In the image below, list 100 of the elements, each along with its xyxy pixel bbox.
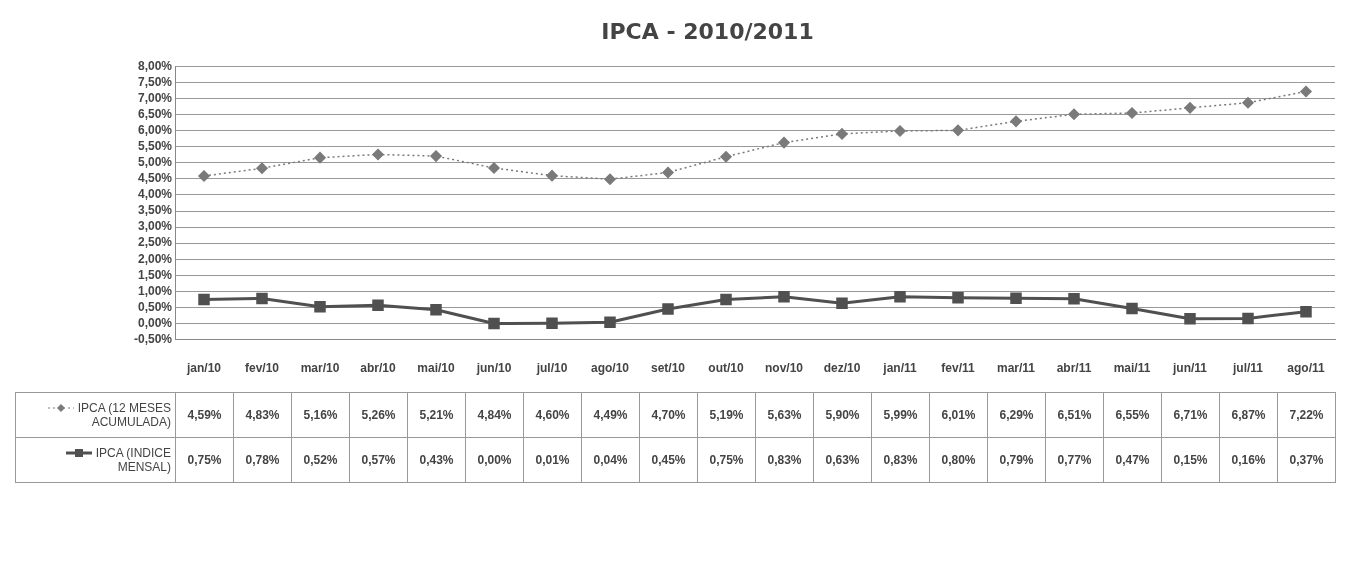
point <box>1010 115 1022 128</box>
data-label: 0,77% <box>1045 437 1104 483</box>
y-tick-label: 5,00% <box>137 155 173 170</box>
point <box>198 293 210 306</box>
data-label: 0,45% <box>639 437 698 483</box>
data-label: 0,79% <box>987 437 1046 483</box>
point <box>1010 292 1022 304</box>
y-tick-label: 2,50% <box>137 235 173 250</box>
x-tick-label: mar/10 <box>300 361 340 376</box>
y-tick-label: 6,00% <box>137 122 173 137</box>
point <box>314 151 326 164</box>
data-label: 4,59% <box>175 392 234 438</box>
point <box>1300 85 1312 98</box>
y-tick-label: 2,00% <box>137 251 173 266</box>
point <box>952 124 964 137</box>
point <box>836 128 848 140</box>
x-tick-label: ago/10 <box>590 361 630 376</box>
x-tick-label: set/10 <box>650 361 686 376</box>
point <box>720 150 732 163</box>
y-tick-label: 5,50% <box>137 139 173 154</box>
data-label: 6,01% <box>929 392 988 438</box>
point <box>1126 302 1138 315</box>
y-tick-label: 6,50% <box>137 106 173 121</box>
x-tick-label: ago/11 <box>1287 361 1325 376</box>
point <box>1068 108 1080 121</box>
point <box>1242 96 1254 109</box>
data-label: 6,29% <box>987 392 1046 438</box>
legend-label: IPCA (INDICE MENSAL) <box>95 445 171 475</box>
data-label: 6,51% <box>1045 392 1104 438</box>
x-tick-label: dez/10 <box>823 361 861 376</box>
point <box>778 291 790 303</box>
point <box>372 299 384 311</box>
x-tick-label: jul/10 <box>535 361 568 376</box>
data-label: 0,57% <box>349 437 408 483</box>
y-tick-label: 0,50% <box>137 299 173 314</box>
point <box>662 303 674 315</box>
x-tick-label: fev/11 <box>941 361 975 376</box>
point <box>1126 107 1138 119</box>
y-tick-label: -0,50% <box>133 331 173 346</box>
point <box>256 292 268 305</box>
x-tick-label: jan/11 <box>882 361 917 376</box>
data-label: 5,21% <box>407 392 466 438</box>
x-tick-label: jan/10 <box>185 361 222 376</box>
data-label: 6,55% <box>1103 392 1162 438</box>
data-label: 0,47% <box>1103 437 1162 483</box>
data-label: 0,75% <box>697 437 756 483</box>
point <box>372 148 384 161</box>
data-label: 0,80% <box>929 437 988 483</box>
y-tick-label: 8,00% <box>137 58 173 73</box>
point <box>662 166 674 179</box>
point <box>430 150 442 162</box>
data-label: 4,84% <box>465 392 524 438</box>
point <box>894 125 906 137</box>
data-label: 6,87% <box>1219 392 1278 438</box>
x-tick-label: out/10 <box>708 361 744 376</box>
x-tick-label: jun/10 <box>475 361 512 376</box>
data-label: 4,83% <box>233 392 292 438</box>
point <box>778 136 790 149</box>
data-label: 5,99% <box>871 392 930 438</box>
point <box>546 169 558 182</box>
x-tick-label: fev/10 <box>244 361 280 376</box>
data-label: 5,16% <box>291 392 350 438</box>
data-label: 0,15% <box>1161 437 1220 483</box>
x-tick-label: abr/11 <box>1056 361 1092 376</box>
y-tick-label: 4,00% <box>137 187 173 202</box>
point <box>198 170 210 182</box>
data-label: 0,43% <box>407 437 466 483</box>
data-label: 4,60% <box>523 392 582 438</box>
point <box>1300 305 1312 318</box>
x-tick-label: abr/10 <box>360 361 396 376</box>
x-tick-label: mar/11 <box>996 361 1036 376</box>
data-label: 0,37% <box>1277 437 1336 483</box>
point <box>546 317 558 329</box>
data-label: 0,52% <box>291 437 350 483</box>
y-tick-label: 0,00% <box>137 315 173 330</box>
y-tick-label: 1,50% <box>137 267 173 282</box>
data-label: 0,04% <box>581 437 640 483</box>
point <box>488 317 500 330</box>
data-label: 0,78% <box>233 437 292 483</box>
point <box>604 316 616 328</box>
point <box>430 303 442 316</box>
data-label: 0,83% <box>755 437 814 483</box>
data-label: 5,19% <box>697 392 756 438</box>
point <box>1184 312 1196 325</box>
data-label: 0,16% <box>1219 437 1278 483</box>
y-tick-label: 7,00% <box>137 90 173 105</box>
data-label: 5,63% <box>755 392 814 438</box>
x-tick-label: mai/10 <box>417 361 456 376</box>
point <box>1068 293 1080 305</box>
x-tick-label: jul/11 <box>1231 361 1264 376</box>
data-label: 0,01% <box>523 437 582 483</box>
data-label: 0,63% <box>813 437 872 483</box>
data-label: 7,22% <box>1277 392 1336 438</box>
point <box>256 162 268 175</box>
data-label: 5,26% <box>349 392 408 438</box>
legend-label: IPCA (12 MESES ACUMULADA) <box>77 400 171 430</box>
data-label: 4,49% <box>581 392 640 438</box>
point <box>720 293 732 306</box>
x-tick-label: nov/10 <box>764 361 804 376</box>
chart-title: IPCA - 2010/2011 <box>601 18 814 44</box>
